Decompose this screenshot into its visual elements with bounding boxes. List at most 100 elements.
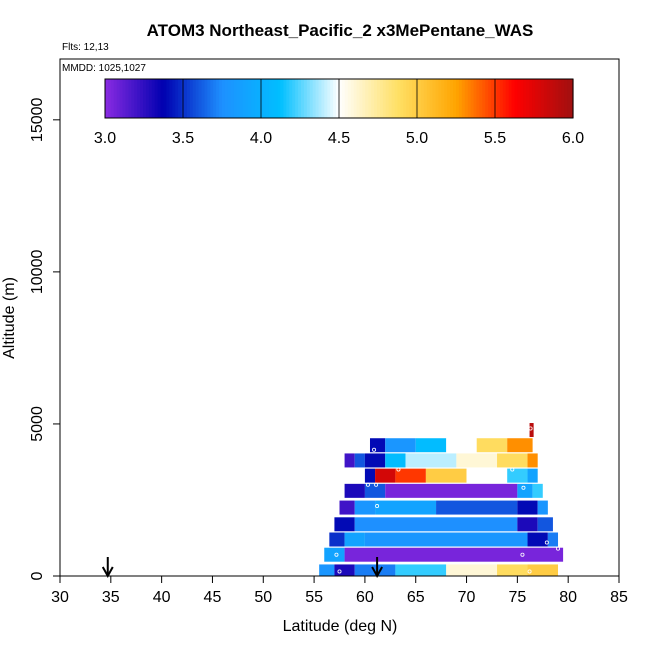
- sample-point: [337, 569, 342, 574]
- y-tick-label: 15000: [29, 97, 46, 142]
- colorbar-swatch: [467, 79, 472, 118]
- heat-cell: [364, 483, 386, 498]
- colorbar-swatch: [555, 79, 559, 118]
- colorbar-swatch: [154, 79, 159, 118]
- heatmap-layers: [319, 423, 564, 576]
- colorbar-swatch: [289, 79, 293, 118]
- colorbar-swatch: [496, 79, 501, 118]
- colorbar-swatch: [412, 79, 416, 118]
- colorbar-swatch: [447, 79, 451, 118]
- colorbar-swatch: [125, 79, 129, 118]
- colorbar-swatch: [210, 79, 214, 118]
- heat-cell: [517, 517, 538, 532]
- heat-cell: [364, 532, 528, 547]
- sample-point: [527, 569, 532, 574]
- heat-cell: [466, 468, 508, 483]
- colorbar-swatch: [116, 79, 121, 118]
- colorbar-swatch: [204, 79, 208, 118]
- y-axis: 0 5000 10000 15000: [29, 97, 60, 580]
- colorbar-swatch: [543, 79, 548, 118]
- colorbar-swatch: [429, 79, 434, 118]
- colorbar-swatch: [207, 79, 211, 118]
- colorbar-swatch: [128, 79, 132, 118]
- colorbar-swatch: [192, 79, 197, 118]
- colorbar-swatch: [403, 79, 407, 118]
- colorbar-swatch: [409, 79, 413, 118]
- colorbar-swatch: [362, 79, 366, 118]
- sample-point: [375, 504, 380, 509]
- colorbar-swatch: [461, 79, 466, 118]
- heat-cell: [527, 532, 548, 547]
- colorbar-swatch: [388, 79, 393, 118]
- heat-cell: [395, 564, 447, 576]
- colorbar-tick-label: 6.0: [562, 130, 584, 147]
- sample-point: [365, 482, 370, 487]
- sample-point: [521, 485, 526, 490]
- colorbar-swatch: [394, 79, 399, 118]
- colorbar-swatch: [491, 79, 495, 118]
- colorbar-swatch: [482, 79, 486, 118]
- heat-cell: [425, 468, 467, 483]
- arrow-head: [371, 566, 383, 579]
- colorbar-swatch: [122, 79, 127, 118]
- colorbar-swatch: [134, 79, 138, 118]
- heat-cell: [364, 453, 386, 468]
- colorbar-swatch: [382, 79, 387, 118]
- colorbar-swatch: [268, 79, 273, 118]
- sample-point: [528, 426, 533, 431]
- colorbar-swatch: [105, 79, 109, 118]
- flights-label: Flts: 12,13: [62, 42, 109, 53]
- heat-cell: [497, 564, 528, 576]
- colorbar-swatch: [464, 79, 469, 118]
- colorbar-swatch: [245, 79, 249, 118]
- colorbar-swatch: [236, 79, 241, 118]
- heat-cell: [537, 500, 548, 515]
- sample-point: [396, 467, 401, 472]
- colorbar-swatch: [254, 79, 258, 118]
- colorbar-swatch: [564, 79, 568, 118]
- colorbar-swatch: [523, 79, 527, 118]
- y-axis-label: Altitude (m): [1, 277, 18, 359]
- colorbar-swatch: [107, 79, 112, 118]
- colorbar-swatch: [300, 79, 305, 118]
- colorbar-swatch: [283, 79, 287, 118]
- heat-cell: [456, 453, 498, 468]
- colorbar-swatch: [119, 79, 124, 118]
- colorbar-swatch: [131, 79, 135, 118]
- colorbar-swatch: [479, 79, 483, 118]
- colorbar-swatch: [143, 79, 147, 118]
- colorbar-swatch: [140, 79, 144, 118]
- x-tick-label: 55: [305, 589, 323, 606]
- colorbar-swatch: [426, 79, 431, 118]
- heat-cell: [405, 453, 457, 468]
- colorbar-swatch: [341, 79, 346, 118]
- colorbar-swatch: [558, 79, 562, 118]
- arrow-head: [101, 566, 114, 579]
- colorbar-swatch: [251, 79, 255, 118]
- colorbar-swatch: [262, 79, 267, 118]
- colorbar-swatch: [309, 79, 314, 118]
- colorbar-swatch: [470, 79, 475, 118]
- x-tick-label: 75: [508, 589, 526, 606]
- colorbar-swatch: [303, 79, 308, 118]
- colorbar-swatch: [350, 79, 355, 118]
- colorbar-swatch: [230, 79, 235, 118]
- heat-cell: [527, 453, 538, 468]
- colorbar-swatch: [195, 79, 200, 118]
- colorbar-swatch: [368, 79, 372, 118]
- colorbar-swatch: [353, 79, 358, 118]
- colorbar-tick-label: 4.0: [250, 130, 272, 147]
- colorbar-swatch: [227, 79, 232, 118]
- heat-cell: [527, 468, 538, 483]
- chart-title: ATOM3 Northeast_Pacific_2 x3MePentane_WA…: [147, 21, 534, 40]
- colorbar-swatch: [271, 79, 276, 118]
- colorbar-swatch: [508, 79, 513, 118]
- sample-point: [334, 552, 339, 557]
- heat-cell: [395, 468, 426, 483]
- heat-cell: [436, 500, 518, 515]
- colorbar-swatch: [502, 79, 507, 118]
- heat-cell: [369, 438, 386, 453]
- colorbar-swatch: [377, 79, 381, 118]
- colorbar-swatch: [189, 79, 194, 118]
